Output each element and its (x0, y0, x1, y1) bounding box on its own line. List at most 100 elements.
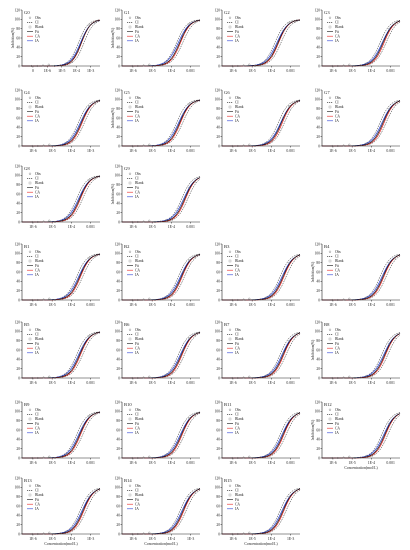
y-tick-label: 80 (316, 339, 320, 343)
legend-marker-obs (28, 250, 32, 253)
x-tick-label: 1E-4 (68, 381, 75, 385)
x-tick-label: 1E-6 (329, 461, 336, 465)
y-tick-label: 80 (116, 419, 120, 423)
x-tick-label: 0.001 (286, 303, 295, 307)
obs-point (331, 457, 334, 460)
y-tick-label: 40 (16, 280, 20, 284)
obs-point (65, 372, 68, 375)
legend-label: Blank (335, 259, 344, 263)
obs-point (182, 270, 185, 273)
obs-point (388, 342, 391, 345)
legend-label: CI (335, 255, 339, 259)
obs-point (253, 457, 256, 460)
x-tick-label: 1E-4 (268, 149, 275, 153)
fit-line (222, 254, 301, 301)
legend-marker-blank (128, 105, 132, 109)
legend-label: CA (135, 346, 140, 350)
obs-point (231, 377, 234, 380)
y-tick-label: 20 (16, 367, 20, 371)
y-tick-label: 120 (115, 476, 121, 480)
obs-point (288, 261, 291, 264)
ci-upper-line (22, 99, 101, 147)
y-axis-label: Inhibition(%) (311, 261, 315, 282)
y-tick-label: 40 (16, 46, 20, 50)
y-tick-label: 100 (115, 252, 121, 256)
obs-point (259, 63, 262, 66)
legend-label: Fit (235, 110, 239, 114)
legend-label: IA (235, 507, 239, 511)
y-tick-label: 60 (316, 116, 320, 120)
obs-point (65, 530, 68, 533)
y-tick-label: 0 (318, 144, 320, 148)
legend-label: CA (35, 426, 40, 430)
x-axis-label: Concentration(mol/L) (244, 542, 278, 546)
panel-label: G2 (224, 10, 230, 15)
legend-label: CI (35, 489, 39, 493)
legend-label: CI (235, 333, 239, 337)
y-tick-label: 0 (18, 456, 20, 460)
x-tick-label: 1E-5 (248, 461, 255, 465)
obs-point (153, 377, 156, 380)
obs-point (288, 419, 291, 422)
fit-line (222, 412, 301, 459)
y-tick-label: 100 (15, 18, 21, 22)
panel-label: B11 (224, 402, 232, 407)
ca-line (222, 100, 301, 147)
y-tick-label: 0 (218, 532, 220, 536)
obs-point (376, 447, 379, 450)
y-axis-label: Inhibition(%) (111, 27, 115, 48)
x-tick-label: 1E-3 (187, 537, 194, 541)
obs-point (31, 299, 34, 302)
legend-label: CA (235, 34, 240, 38)
y-tick-label: 100 (15, 330, 21, 334)
obs-point (42, 456, 45, 459)
panel-g1: 0 20 40 60 80 100 120 1E-6 1E-5 1E-4 0.001 Inhibiti… (111, 8, 201, 73)
x-tick-label: 1E-5 (48, 303, 55, 307)
y-tick-label: 60 (216, 36, 220, 40)
legend-label: CA (335, 426, 340, 430)
legend-label: Blank (235, 493, 244, 497)
legend-label: Obs (135, 408, 141, 412)
x-tick-label: 1E-5 (148, 69, 155, 73)
y-tick-label: 40 (116, 438, 120, 442)
y-tick-label: 20 (116, 367, 120, 371)
y-tick-label: 40 (116, 358, 120, 362)
x-tick-label: 1E-6 (229, 537, 236, 541)
legend-label: Fit (35, 422, 39, 426)
obs-point (336, 144, 339, 147)
obs-point (282, 432, 285, 435)
obs-point (159, 532, 162, 535)
ia-line (22, 100, 101, 147)
legend-marker-obs (128, 484, 132, 487)
obs-point (53, 220, 56, 223)
legend-marker-blank (128, 181, 132, 185)
legend-marker-blank (128, 417, 132, 421)
legend-label: Fit (235, 30, 239, 34)
x-tick-label: 1E-6 (229, 381, 236, 385)
ca-line (222, 254, 301, 301)
legend-label: Blank (335, 337, 344, 341)
legend-label: CA (35, 114, 40, 118)
ia-line (222, 332, 301, 379)
legend-label: IA (335, 39, 339, 43)
y-tick-label: 60 (316, 36, 320, 40)
obs-point (293, 335, 296, 338)
legend-label: CI (35, 255, 39, 259)
x-tick-label: 1E-4 (168, 461, 175, 465)
y-tick-label: 120 (215, 320, 221, 324)
obs-point (59, 64, 62, 67)
ci-upper-line (322, 19, 401, 67)
legend-label: Obs (135, 16, 141, 20)
obs-point (82, 424, 85, 427)
y-tick-label: 0 (318, 376, 320, 380)
obs-point (142, 456, 145, 459)
legend-label: Obs (335, 328, 341, 332)
y-tick-label: 80 (16, 339, 20, 343)
y-tick-label: 100 (15, 410, 21, 414)
panel-label: G0 (24, 10, 30, 15)
panel-b3: 0 20 40 60 80 100 120 1E-6 1E-5 1E-4 0.001 B3 ObsCIB… (215, 242, 301, 307)
legend-label: Obs (35, 250, 41, 254)
y-tick-label: 60 (16, 504, 20, 508)
obs-point (153, 457, 156, 460)
legend-label: CI (35, 21, 39, 25)
